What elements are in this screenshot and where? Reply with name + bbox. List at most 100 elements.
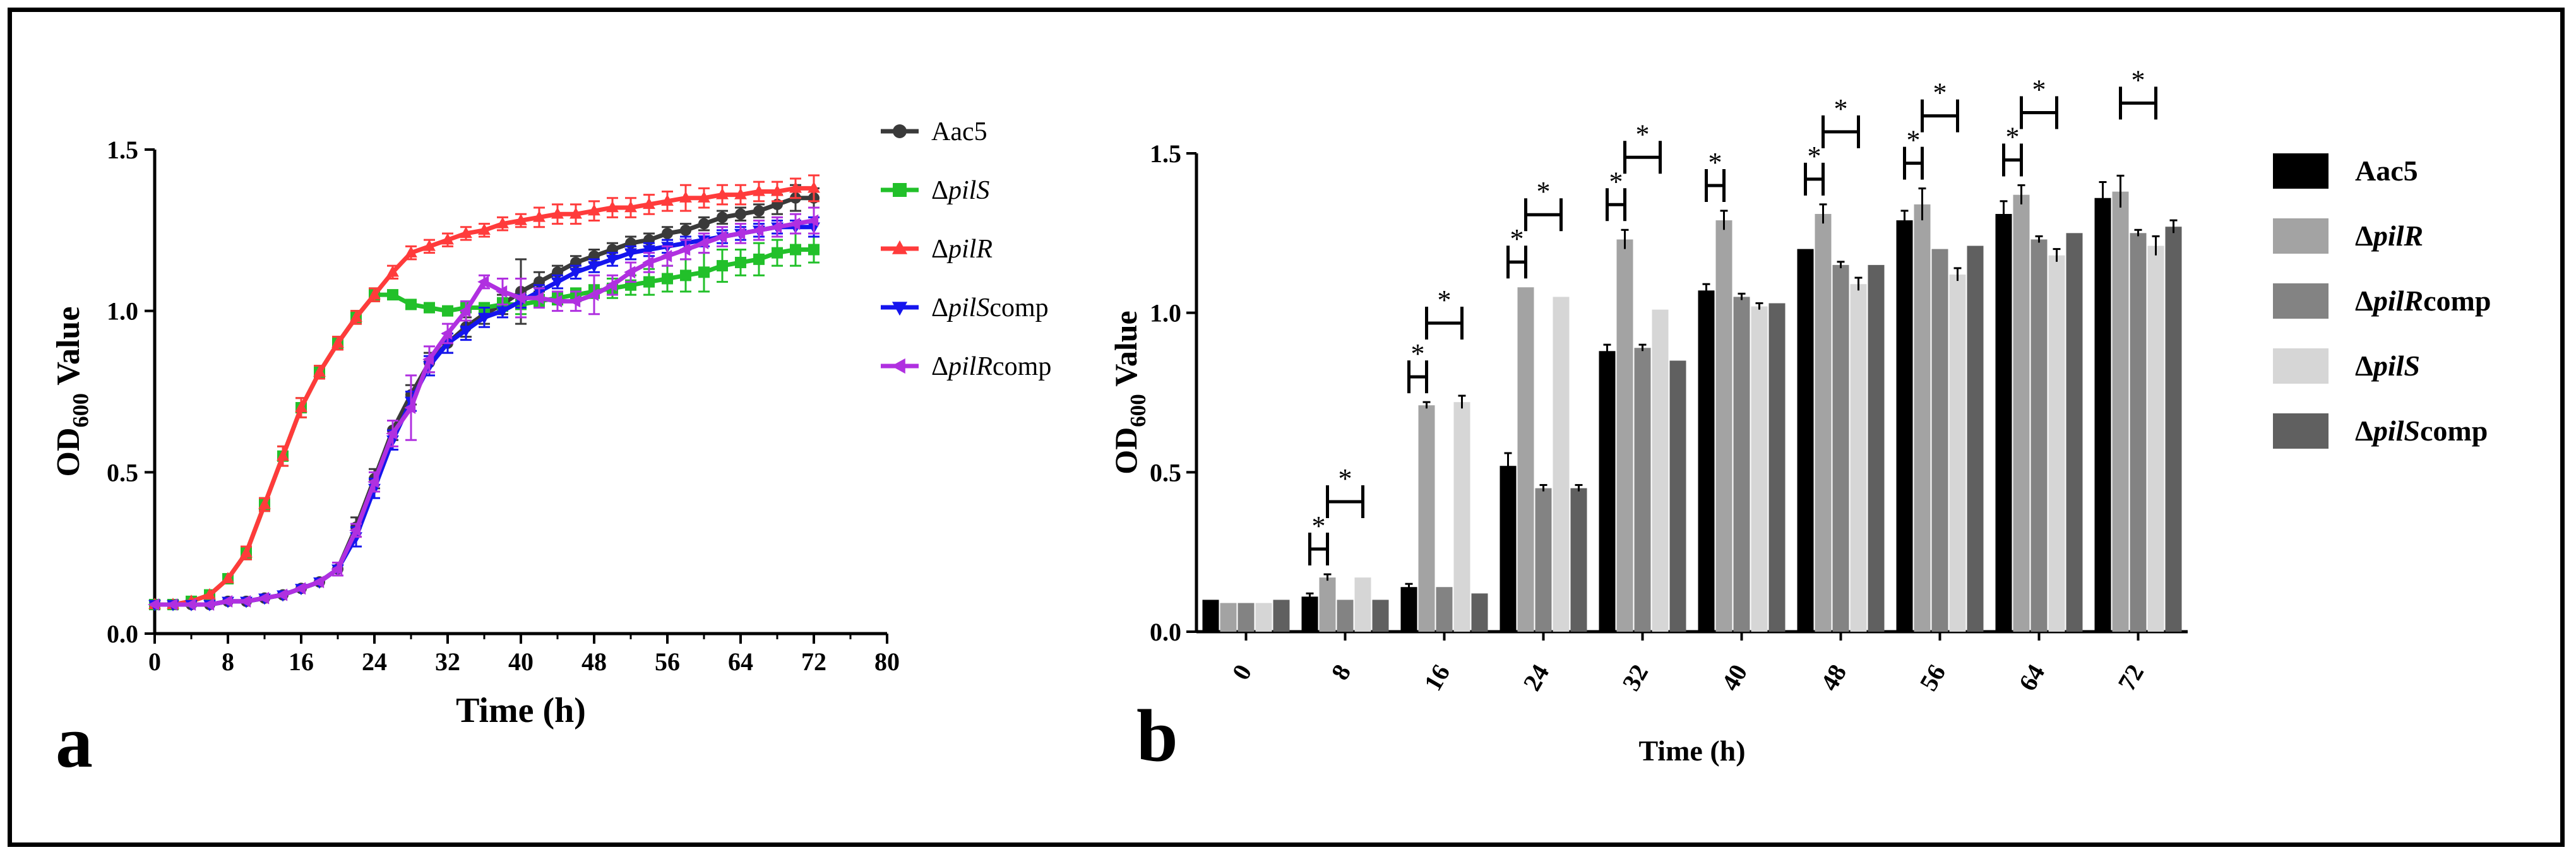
bar-ΔpilR-40	[1715, 220, 1732, 632]
data-point	[422, 353, 434, 366]
legend-label: ΔpilRcomp	[2355, 285, 2491, 317]
data-point	[258, 591, 270, 605]
bar-ΔpilRcomp-72	[2130, 233, 2147, 632]
x-tick-label: 24	[362, 647, 387, 676]
data-point	[717, 260, 728, 272]
bar-ΔpilR-72	[2112, 191, 2129, 632]
significance-star: *	[1907, 125, 1921, 156]
bar-ΔpilRcomp-32	[1634, 348, 1651, 632]
data-point	[717, 211, 728, 223]
bar-ΔpilR-56	[1914, 204, 1931, 632]
bar-ΔpilS-8	[1354, 577, 1371, 632]
data-point	[313, 365, 326, 377]
series-ΔpilRcomp	[148, 206, 820, 611]
data-point	[405, 245, 417, 257]
x-axis-title: Time (h)	[1638, 735, 1745, 767]
data-point	[423, 239, 436, 251]
data-point	[770, 220, 782, 233]
bar-Aac5-64	[1995, 214, 2012, 632]
data-point	[551, 207, 564, 219]
data-point	[642, 256, 654, 269]
data-point	[661, 194, 674, 206]
legend-swatch	[2273, 153, 2329, 189]
legend-marker	[893, 124, 907, 138]
x-tick-label: 56	[1914, 659, 1951, 695]
significance-star: *	[1636, 119, 1650, 150]
legend-marker	[893, 183, 907, 197]
bar-Aac5-40	[1698, 290, 1715, 632]
data-point	[753, 184, 765, 196]
x-tick-label: 48	[1815, 659, 1852, 695]
bar-ΔpilRcomp-48	[1832, 264, 1849, 632]
significance-star: *	[1438, 285, 1452, 316]
bar-Aac5-32	[1599, 351, 1616, 632]
bar-Aac5-72	[2094, 198, 2111, 632]
significance-star: *	[1510, 223, 1524, 254]
bar-Aac5-24	[1500, 466, 1517, 632]
data-point	[331, 336, 344, 348]
data-point	[605, 278, 617, 292]
data-point	[477, 275, 489, 288]
data-point	[662, 227, 673, 239]
data-point	[350, 310, 362, 322]
x-tick-label: 8	[1325, 659, 1356, 685]
significance-star: *	[2006, 122, 2020, 153]
bar-Aac5-16	[1400, 587, 1417, 632]
bar-ΔpilR-24	[1517, 287, 1534, 632]
data-point	[569, 295, 581, 308]
bar-ΔpilRcomp-40	[1733, 297, 1750, 632]
bar-ΔpilS-16	[1453, 402, 1470, 632]
data-point	[715, 230, 727, 243]
data-point	[587, 288, 599, 301]
bar-ΔpilR-48	[1815, 214, 1832, 632]
data-point	[442, 305, 453, 317]
data-point	[624, 201, 637, 213]
legend-label: ΔpilScomp	[2355, 415, 2488, 447]
data-point	[662, 273, 673, 285]
bar-ΔpilRcomp-16	[1436, 587, 1453, 632]
legend-label: ΔpilR	[2355, 220, 2423, 252]
data-point	[752, 223, 764, 237]
bar-ΔpilScomp-16	[1471, 593, 1488, 632]
data-point	[680, 269, 691, 281]
data-point	[735, 208, 746, 220]
data-point	[624, 248, 637, 260]
data-point	[679, 191, 692, 203]
y-tick-label: 0.0	[107, 620, 138, 648]
data-point	[294, 582, 306, 595]
bar-ΔpilR-8	[1319, 577, 1336, 632]
x-tick-label: 32	[435, 647, 460, 676]
bar-ΔpilScomp-32	[1669, 360, 1686, 632]
data-point	[276, 588, 288, 601]
data-point	[697, 237, 709, 250]
bar-ΔpilS-48	[1850, 284, 1867, 632]
x-tick-label: 16	[1418, 659, 1455, 695]
bar-ΔpilScomp-48	[1868, 264, 1885, 632]
data-point	[367, 475, 379, 488]
legend-swatch	[2273, 283, 2329, 319]
bar-ΔpilScomp-24	[1570, 488, 1587, 632]
series-line	[155, 186, 814, 607]
data-point	[734, 187, 747, 199]
x-tick-label: 64	[728, 647, 753, 676]
panel-label-a: a	[56, 700, 93, 783]
legend-label: ΔpilScomp	[931, 293, 1049, 322]
data-point	[643, 276, 655, 288]
significance-star: *	[1808, 141, 1822, 172]
series-line	[155, 196, 814, 607]
bar-ΔpilR-32	[1616, 239, 1633, 632]
data-point	[460, 227, 472, 239]
data-point	[349, 524, 361, 537]
significance-star: *	[1834, 93, 1848, 124]
data-point	[478, 312, 491, 324]
legend-label: ΔpilS	[931, 176, 989, 205]
data-point	[295, 401, 307, 413]
data-point	[680, 224, 691, 236]
bar-Aac5-0	[1202, 600, 1219, 632]
y-tick-label: 0.5	[107, 458, 138, 487]
panel-b-bar-chart: 0.0 0.5 1.0 1.5 0 8 16 24 32 40 48 56 64 72 * * * * * * * * * *…	[1108, 64, 2491, 777]
bar-ΔpilScomp-56	[1967, 245, 1984, 632]
data-point	[514, 292, 526, 305]
data-point	[258, 497, 271, 509]
